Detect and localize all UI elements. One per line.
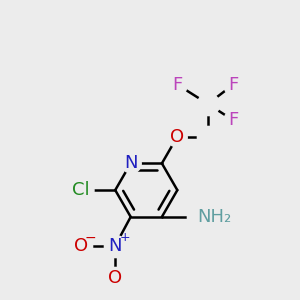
- Text: −: −: [85, 230, 96, 244]
- Text: N: N: [124, 154, 137, 172]
- Text: N: N: [109, 237, 122, 255]
- Text: F: F: [228, 76, 238, 94]
- Text: Cl: Cl: [72, 181, 90, 199]
- Text: O: O: [108, 269, 122, 287]
- Text: O: O: [170, 128, 184, 146]
- Text: +: +: [119, 231, 130, 244]
- Text: F: F: [228, 111, 238, 129]
- Text: O: O: [74, 237, 88, 255]
- Text: NH₂: NH₂: [198, 208, 232, 226]
- Text: F: F: [172, 76, 182, 94]
